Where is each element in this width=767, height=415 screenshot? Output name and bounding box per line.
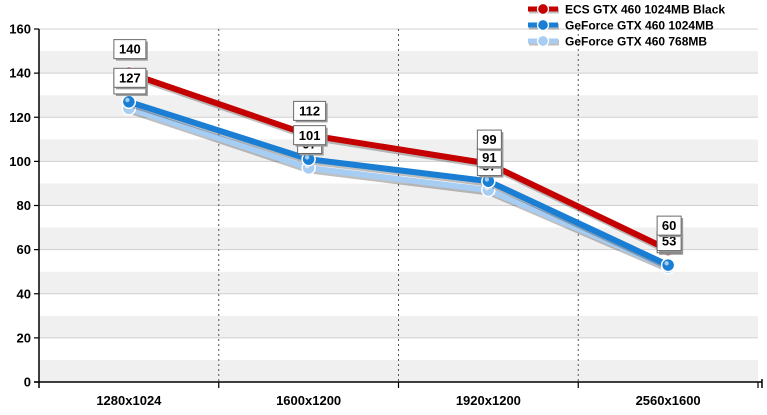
y-tick-label: 140: [9, 66, 31, 81]
data-label: 60: [656, 215, 684, 238]
grid-band: [39, 337, 758, 360]
legend-entry: GeForce GTX 460 1024MB: [528, 18, 714, 32]
y-tick-label: 120: [9, 110, 31, 125]
data-label: 112: [293, 100, 328, 123]
legend-label: ECS GTX 460 1024MB Black: [565, 2, 725, 16]
y-tick-label: 100: [9, 154, 31, 169]
y-tick-label: 60: [17, 242, 31, 257]
data-label-text: 140: [119, 42, 141, 57]
series-2: [121, 94, 676, 273]
y-tick-label: 40: [17, 286, 31, 301]
data-point: [660, 257, 676, 273]
data-label: 127: [113, 67, 148, 90]
x-tick-label: 1920x1200: [456, 393, 521, 408]
data-label: 140: [113, 39, 148, 61]
data-label-text: 53: [662, 234, 676, 249]
data-point: [121, 94, 137, 110]
x-tick-label: 1600x1200: [276, 393, 341, 408]
series-layer: [121, 65, 676, 275]
data-label-text: 99: [482, 132, 496, 147]
y-tick-label: 80: [17, 198, 31, 213]
y-axis-ticks: 0 20 40 60 80 100 120 140 160: [9, 22, 39, 390]
y-tick-label: 20: [17, 330, 31, 345]
data-labels-layer: 12497875212710191531401129960: [113, 39, 684, 255]
data-label-text: 91: [482, 150, 496, 165]
data-label: 91: [476, 147, 504, 169]
x-axis-ticks: 1280x1024 1600x1200 1920x1200 2560x1600: [96, 382, 759, 408]
grid-band: [39, 117, 758, 140]
x-tick-label: 2560x1600: [636, 393, 701, 408]
data-label-text: 112: [299, 104, 320, 119]
y-tick-label: 160: [9, 22, 31, 37]
series-line: [127, 105, 670, 271]
series-line: [127, 70, 670, 253]
data-label: 99: [476, 129, 504, 152]
grid-band: [39, 271, 758, 294]
data-label-text: 127: [119, 70, 141, 85]
plot-background: [39, 28, 758, 383]
y-tick-label: 0: [24, 375, 31, 390]
data-label-text: 101: [299, 128, 321, 143]
legend: ECS GTX 460 1024MB Black GeForce GTX 460 …: [528, 2, 725, 48]
legend-entry: GeForce GTX 460 768MB: [528, 34, 707, 48]
series-line: [127, 98, 670, 268]
data-label: 101: [293, 125, 328, 147]
grid-band: [39, 315, 758, 338]
legend-label: GeForce GTX 460 1024MB: [565, 18, 714, 32]
data-label-text: 60: [662, 218, 676, 233]
legend-label: GeForce GTX 460 768MB: [565, 34, 707, 48]
x-tick-label: 1280x1024: [96, 393, 162, 408]
grid-band: [39, 51, 758, 74]
legend-entry: ECS GTX 460 1024MB Black: [528, 2, 725, 16]
